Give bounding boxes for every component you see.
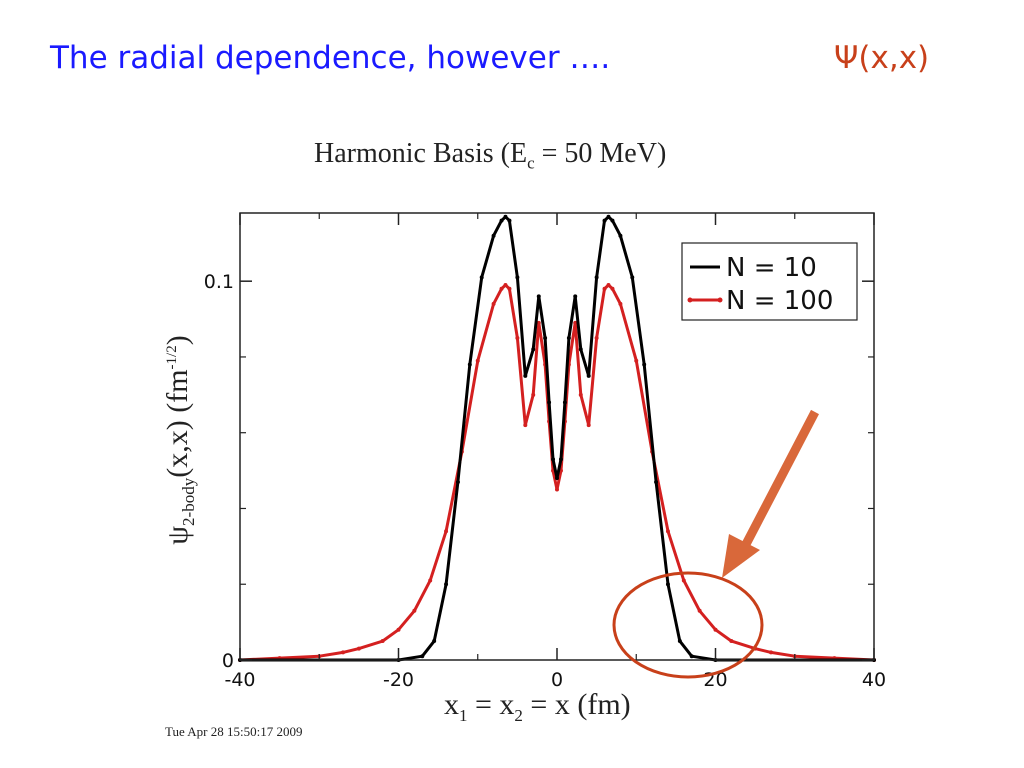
timestamp: Tue Apr 28 15:50:17 2009 xyxy=(165,724,303,739)
x-tick-label: -40 xyxy=(224,669,255,691)
series-point-0 xyxy=(455,479,460,484)
legend-box xyxy=(681,242,858,321)
series-point-1 xyxy=(428,578,433,583)
series-point-0 xyxy=(536,294,541,299)
series-point-0 xyxy=(420,654,425,659)
x-tick-label: -20 xyxy=(383,669,414,691)
series-point-1 xyxy=(768,650,773,655)
series-point-1 xyxy=(586,423,591,428)
y-tick-label: 0.1 xyxy=(204,271,234,293)
legend: N = 10N = 100 xyxy=(681,242,858,321)
series-layer xyxy=(238,214,876,662)
series-point-1 xyxy=(713,627,718,632)
series-point-1 xyxy=(573,320,578,325)
series-point-1 xyxy=(523,423,528,428)
chart-title: Harmonic Basis (Ec = 50 MeV) xyxy=(314,138,667,173)
series-point-0 xyxy=(467,362,472,367)
series-point-1 xyxy=(634,358,639,363)
series-point-1 xyxy=(341,650,346,655)
series-point-0 xyxy=(515,275,520,280)
series-point-1 xyxy=(444,529,449,534)
series-point-1 xyxy=(555,487,559,492)
series-point-0 xyxy=(566,336,571,341)
series-point-0 xyxy=(543,336,548,341)
series-point-1 xyxy=(606,282,611,287)
series-point-0 xyxy=(555,476,559,481)
legend-swatch-end xyxy=(717,297,723,303)
series-point-0 xyxy=(432,639,437,644)
series-point-1 xyxy=(729,639,734,644)
series-point-1 xyxy=(396,627,401,632)
highlight-arrow-head xyxy=(722,534,760,578)
series-point-0 xyxy=(479,275,484,280)
x-tick-label: 0 xyxy=(551,669,563,691)
series-point-0 xyxy=(665,582,670,587)
y-tick-label: 0 xyxy=(222,650,234,672)
series-point-0 xyxy=(594,275,599,280)
series-point-1 xyxy=(356,646,361,651)
series-point-0 xyxy=(491,233,496,238)
series-point-0 xyxy=(630,275,635,280)
series-point-1 xyxy=(515,336,520,341)
series-point-1 xyxy=(475,358,480,363)
highlight-ellipse xyxy=(612,571,764,679)
series-point-0 xyxy=(551,457,556,462)
series-point-1 xyxy=(503,282,508,287)
series-point-1 xyxy=(610,286,615,291)
series-point-0 xyxy=(586,373,591,378)
series-point-1 xyxy=(578,392,583,397)
series-point-1 xyxy=(602,286,607,291)
series-point-1 xyxy=(665,529,670,534)
series-point-0 xyxy=(578,347,583,352)
series-point-0 xyxy=(689,654,694,659)
series-point-1 xyxy=(507,286,512,291)
series-point-0 xyxy=(444,582,449,587)
series-point-0 xyxy=(606,214,611,219)
series-point-0 xyxy=(677,639,682,644)
series-point-0 xyxy=(507,218,512,223)
series-point-0 xyxy=(618,233,623,238)
series-point-0 xyxy=(503,214,508,219)
series-point-0 xyxy=(642,362,647,367)
legend-label: N = 10 xyxy=(726,253,817,283)
legend-swatch-end xyxy=(687,297,693,303)
series-point-1 xyxy=(536,320,541,325)
psi-symbol: Ψ xyxy=(834,40,859,76)
series-point-1 xyxy=(594,336,599,341)
series-point-0 xyxy=(654,479,659,484)
series-point-1 xyxy=(697,608,702,613)
psi-args: (x,x) xyxy=(858,40,930,76)
series-point-0 xyxy=(499,218,504,223)
x-axis-label: x1 = x2 = x (fm) xyxy=(444,688,631,725)
highlight-arrow-shaft xyxy=(739,409,819,553)
series-point-0 xyxy=(562,400,567,405)
series-point-1 xyxy=(531,392,536,397)
series-point-1 xyxy=(618,301,623,306)
series-point-0 xyxy=(547,400,552,405)
series-point-0 xyxy=(602,218,607,223)
series-point-1 xyxy=(412,608,417,613)
annotations xyxy=(612,409,819,679)
legend-label: N = 100 xyxy=(726,286,833,316)
series-point-1 xyxy=(499,286,504,291)
x-tick-label: 40 xyxy=(862,669,886,691)
series-point-0 xyxy=(523,373,528,378)
series-point-0 xyxy=(573,294,578,299)
slide-title: The radial dependence, however …. xyxy=(50,40,611,76)
series-point-0 xyxy=(610,218,615,223)
series-point-1 xyxy=(681,578,686,583)
series-point-1 xyxy=(380,639,385,644)
series-point-0 xyxy=(531,347,536,352)
series-point-1 xyxy=(491,301,496,306)
series-point-0 xyxy=(558,457,563,462)
slide-psi-label: Ψ(x,x) xyxy=(834,40,929,76)
